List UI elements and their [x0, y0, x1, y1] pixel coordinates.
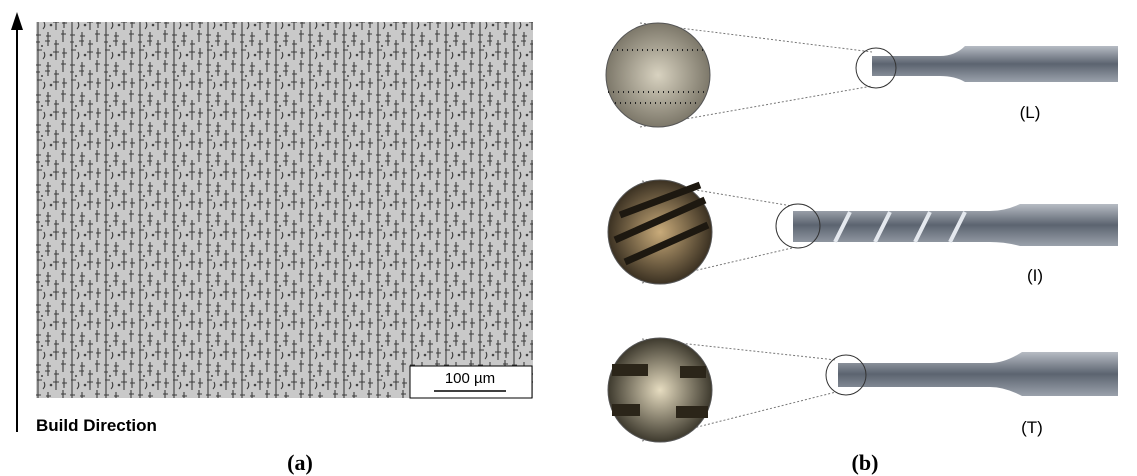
specimen-label: (L)	[1020, 103, 1041, 122]
arrow-head	[11, 12, 23, 30]
specimen-l	[606, 23, 1118, 127]
micrograph	[36, 22, 533, 398]
specimen-label: (T)	[1021, 418, 1043, 437]
scale-bar-label: 100 µm	[445, 370, 495, 387]
caption: (a)	[287, 450, 313, 475]
axis-label: Build Direction	[36, 416, 157, 435]
caption: (b)	[852, 450, 879, 475]
specimen-label: (I)	[1027, 266, 1043, 285]
figure: 100 µm Build Direction (a) (L) (I) (T) (…	[0, 0, 1137, 476]
